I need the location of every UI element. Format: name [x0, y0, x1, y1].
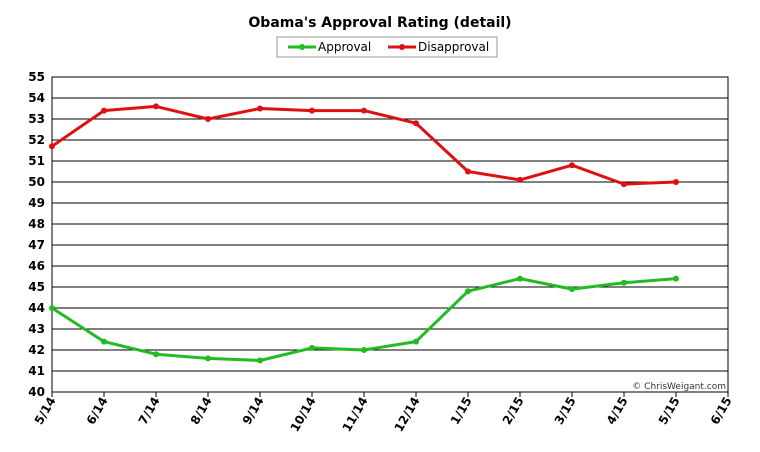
- disapproval-data-point: [257, 105, 263, 112]
- plot-frame: [51, 76, 729, 393]
- disapproval-data-point: [673, 179, 679, 185]
- approval-data-point: [413, 338, 419, 345]
- disapproval-data-point: [309, 107, 315, 114]
- disapproval-data-point: [517, 176, 523, 183]
- disapproval-data-point: [621, 181, 627, 188]
- legend: Approval Disapproval: [276, 36, 498, 58]
- disapproval-data-point: [205, 116, 211, 122]
- x-tick-label: 11/14: [340, 395, 371, 435]
- y-tick-label: 53: [28, 112, 45, 126]
- y-tick-label: 41: [28, 364, 45, 378]
- x-tick-label: 9/14: [240, 395, 267, 427]
- x-axis: 5/14 6/14 7/14 8/14 9/14 10/14 11/14 12/14 1/15 2…: [32, 392, 735, 434]
- x-tick-label: 7/14: [136, 395, 163, 427]
- y-tick-label: 55: [28, 70, 45, 84]
- y-tick-label: 43: [28, 322, 45, 336]
- chart-title: Obama's Approval Rating (detail): [248, 15, 511, 31]
- approval-data-point: [101, 338, 107, 345]
- approval-data-point: [257, 357, 263, 364]
- disapproval-data-point: [101, 107, 107, 114]
- legend-approval-marker: [299, 44, 305, 50]
- x-tick-label: 2/15: [500, 395, 527, 427]
- disapproval-data-point: [361, 107, 367, 114]
- disapproval-data-point: [153, 103, 159, 110]
- approval-data-point: [517, 275, 523, 282]
- disapproval-data-point: [413, 120, 419, 127]
- y-tick-label: 52: [28, 133, 45, 147]
- y-tick-label: 46: [28, 259, 45, 273]
- legend-box: [276, 36, 498, 58]
- approval-data-point: [569, 286, 575, 293]
- approval-data-point: [673, 275, 679, 282]
- y-tick-label: 47: [28, 238, 45, 252]
- disapproval-data-point: [465, 168, 471, 175]
- y-tick-label: 54: [28, 91, 45, 105]
- x-tick-label: 1/15: [448, 395, 475, 427]
- x-tick-label: 5/15: [656, 395, 683, 427]
- legend-disapproval-marker: [399, 44, 405, 50]
- y-tick-label: 45: [28, 280, 45, 294]
- y-tick-label: 48: [28, 217, 45, 231]
- x-tick-label: 10/14: [288, 395, 319, 435]
- y-tick-label: 42: [28, 343, 45, 357]
- approval-data-point: [49, 305, 55, 311]
- x-tick-label: 3/15: [552, 395, 579, 427]
- approval-data-point: [361, 347, 367, 353]
- y-tick-label: 50: [28, 175, 45, 189]
- legend-disapproval-label: Disapproval: [418, 40, 489, 54]
- approval-data-point: [205, 355, 211, 362]
- x-tick-label: 6/14: [84, 395, 111, 427]
- x-tick-label: 6/15: [708, 395, 735, 427]
- y-tick-label: 51: [28, 154, 45, 168]
- plot-area: [51, 76, 729, 393]
- legend-approval-label: Approval: [318, 40, 371, 54]
- series-layer: [49, 103, 679, 364]
- x-tick-label: 8/14: [188, 395, 215, 427]
- approval-data-point: [465, 288, 471, 295]
- disapproval-data-point: [569, 162, 575, 169]
- x-tick-label: 5/14: [32, 395, 59, 427]
- y-axis: 40 41 42 43 44 45 46 47 48 49 50 51 52 53 54 55: [28, 70, 45, 399]
- disapproval-data-point: [49, 143, 55, 150]
- y-tick-label: 49: [28, 196, 45, 210]
- x-tick-label: 12/14: [392, 395, 423, 435]
- approval-data-point: [153, 351, 159, 358]
- x-tick-label: 4/15: [604, 395, 631, 427]
- approval-data-point: [621, 279, 627, 286]
- approval-data-point: [309, 344, 315, 351]
- y-tick-label: 44: [28, 301, 45, 315]
- y-tick-label: 40: [28, 385, 45, 399]
- credit-text: © ChrisWeigant.com: [632, 382, 726, 392]
